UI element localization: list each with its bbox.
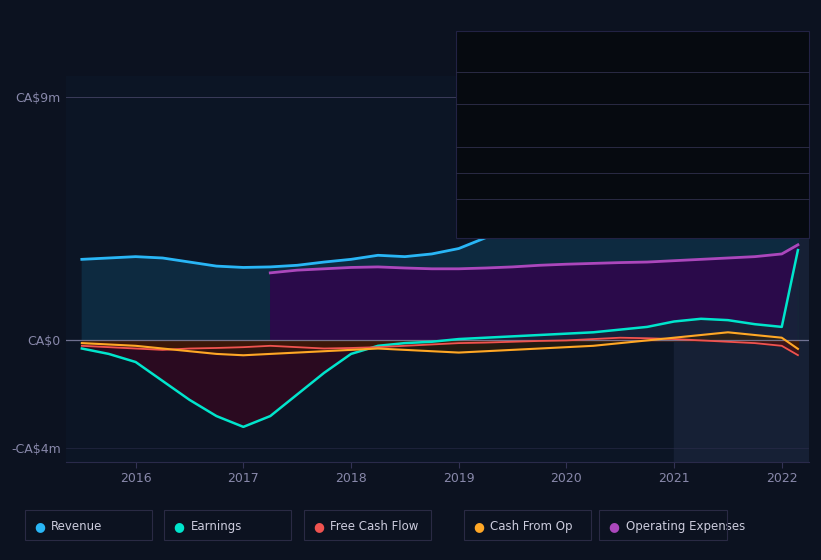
Text: Revenue: Revenue	[470, 83, 520, 93]
Text: Cash From Op: Cash From Op	[470, 181, 549, 191]
Text: Operating Expenses: Operating Expenses	[470, 208, 585, 218]
Text: CA$8.998m: CA$8.998m	[625, 81, 701, 94]
Text: CA$3.538m: CA$3.538m	[625, 207, 700, 220]
Text: CA$3.343m: CA$3.343m	[625, 114, 700, 128]
Text: /yr: /yr	[747, 181, 763, 191]
Text: ●: ●	[34, 520, 45, 533]
Text: ●: ●	[173, 520, 185, 533]
Text: ●: ●	[473, 520, 484, 533]
Text: /yr: /yr	[718, 208, 733, 218]
Text: Mar 31 2022: Mar 31 2022	[474, 55, 571, 69]
Text: Free Cash Flow: Free Cash Flow	[330, 520, 419, 533]
Text: -CA$546.050k: -CA$546.050k	[625, 154, 718, 167]
Text: /yr: /yr	[718, 83, 733, 93]
Text: Earnings: Earnings	[470, 116, 519, 126]
Text: Free Cash Flow: Free Cash Flow	[470, 155, 555, 165]
Text: -CA$314.325k: -CA$314.325k	[625, 180, 718, 193]
Text: profit margin: profit margin	[678, 143, 752, 153]
Text: ●: ●	[608, 520, 620, 533]
Text: Earnings: Earnings	[190, 520, 242, 533]
Text: Revenue: Revenue	[51, 520, 103, 533]
Text: Operating Expenses: Operating Expenses	[626, 520, 745, 533]
Bar	[674, 76, 814, 462]
Text: /yr: /yr	[747, 155, 763, 165]
Text: /yr: /yr	[718, 116, 733, 126]
Text: 37.2%: 37.2%	[625, 143, 665, 153]
Text: Cash From Op: Cash From Op	[490, 520, 572, 533]
Text: ●: ●	[313, 520, 324, 533]
